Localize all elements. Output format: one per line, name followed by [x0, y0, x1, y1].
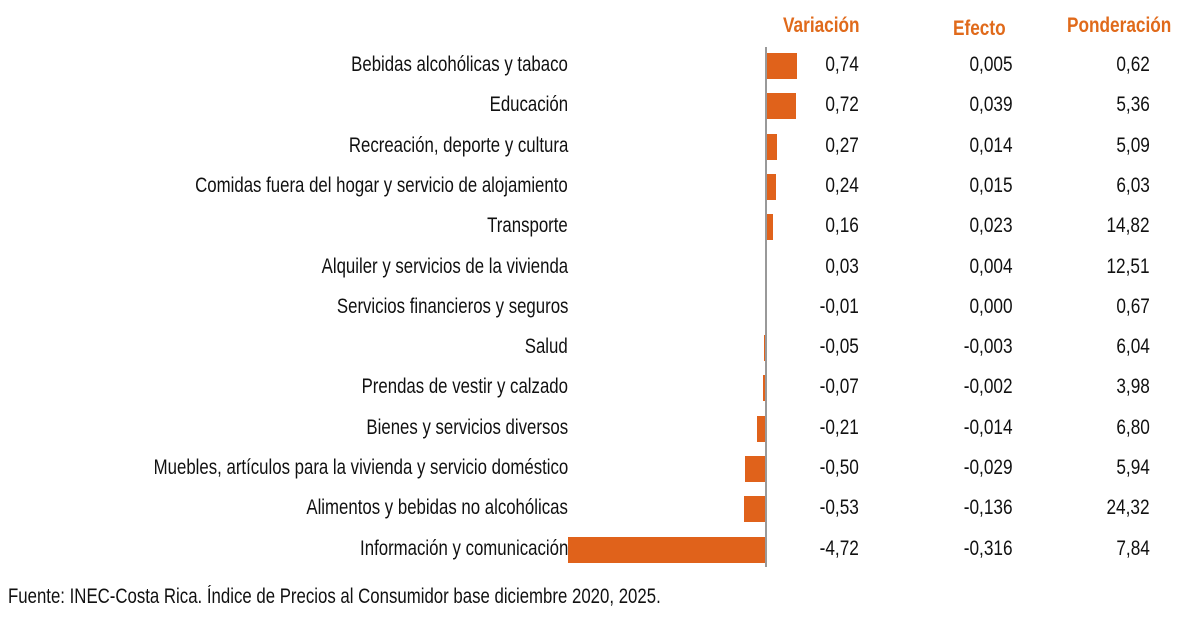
- efecto-value: 0,039: [969, 93, 1013, 117]
- category-label: Alimentos y bebidas no alcohólicas: [306, 496, 568, 520]
- ponderacion-value: 0,62: [1116, 53, 1150, 76]
- variacion-value: -0,05: [819, 335, 859, 359]
- efecto-value: -0,014: [964, 415, 1013, 439]
- efecto-value: 0,000: [969, 294, 1013, 318]
- category-label: Salud: [525, 335, 568, 359]
- efecto-value: -0,003: [964, 335, 1013, 359]
- efecto-value: 0,015: [969, 173, 1013, 197]
- category-label: Bienes y servicios diversos: [366, 415, 568, 439]
- category-label: Alquiler y servicios de la vivienda: [321, 254, 568, 278]
- table-row: Alquiler y servicios de la vivienda 0,03 0…: [0, 247, 1200, 287]
- variacion-value: -0,50: [819, 456, 859, 479]
- category-label: Servicios financieros y seguros: [336, 294, 568, 318]
- category-label: Muebles, artículos para la vivienda y se…: [153, 456, 568, 479]
- ponderacion-value: 3,98: [1116, 375, 1150, 399]
- efecto-value: 0,004: [969, 254, 1013, 278]
- header-variacion: Variación: [783, 14, 860, 37]
- table-row: Transporte 0,16 0,023 14,82: [0, 206, 1200, 246]
- variacion-value: -0,53: [819, 496, 859, 520]
- variacion-value: -0,07: [819, 375, 859, 399]
- bar: [766, 53, 798, 79]
- bar: [766, 93, 797, 120]
- bar: [763, 375, 766, 402]
- table-row: Alimentos y bebidas no alcohólicas -0,53 -…: [0, 488, 1200, 528]
- variacion-value: 0,72: [825, 93, 859, 117]
- category-label: Recreación, deporte y cultura: [348, 133, 568, 157]
- efecto-value: -0,029: [964, 456, 1013, 479]
- ponderacion-value: 6,04: [1116, 335, 1150, 359]
- category-label: Transporte: [487, 214, 568, 238]
- variacion-value: 0,03: [825, 254, 859, 278]
- bar: [766, 173, 777, 200]
- variacion-value: 0,16: [825, 214, 859, 238]
- ponderacion-value: 6,80: [1116, 415, 1150, 439]
- ponderacion-value: 7,84: [1116, 536, 1150, 560]
- variacion-value: -0,01: [819, 294, 859, 318]
- zero-axis: [765, 47, 767, 567]
- efecto-value: 0,005: [969, 53, 1013, 76]
- table-row: Educación 0,72 0,039 5,36: [0, 85, 1200, 125]
- category-label: Educación: [489, 93, 568, 117]
- variacion-value: -0,21: [819, 415, 859, 439]
- table-row: Servicios financieros y seguros -0,01 0,00…: [0, 287, 1200, 327]
- bar: [766, 214, 773, 241]
- table-row: Comidas fuera del hogar y servicio de al…: [0, 166, 1200, 206]
- ponderacion-value: 5,36: [1116, 93, 1150, 117]
- table-row: Muebles, artículos para la vivienda y se…: [0, 448, 1200, 488]
- efecto-value: -0,136: [964, 496, 1013, 520]
- bar: [757, 415, 766, 442]
- ponderacion-value: 5,94: [1116, 456, 1150, 479]
- header-ponderacion: Ponderación: [1067, 14, 1172, 37]
- category-label: Prendas de vestir y calzado: [361, 375, 568, 399]
- ponderacion-value: 12,51: [1106, 254, 1150, 278]
- efecto-value: 0,023: [969, 214, 1013, 238]
- variacion-value: 0,24: [825, 173, 859, 197]
- variacion-value: -4,72: [819, 536, 859, 560]
- table-row: Bebidas alcohólicas y tabaco 0,74 0,005 0,6…: [0, 45, 1200, 85]
- ponderacion-value: 0,67: [1116, 294, 1150, 318]
- bar: [763, 335, 766, 362]
- table-row: Bienes y servicios diversos -0,21 -0,014 6,…: [0, 408, 1200, 448]
- ponderacion-value: 6,03: [1116, 173, 1150, 197]
- efecto-value: -0,316: [964, 536, 1013, 560]
- efecto-value: -0,002: [964, 375, 1013, 399]
- bar: [745, 456, 766, 482]
- bar: [766, 133, 778, 160]
- table-row: Información y comunicación -4,72 -0,316 7,8…: [0, 529, 1200, 569]
- ponderacion-value: 24,32: [1106, 496, 1150, 520]
- efecto-value: 0,014: [969, 133, 1013, 157]
- ponderacion-value: 5,09: [1116, 133, 1150, 157]
- category-label: Bebidas alcohólicas y tabaco: [351, 53, 568, 76]
- bar: [567, 536, 766, 563]
- variacion-value: 0,74: [825, 53, 859, 76]
- category-label: Información y comunicación: [359, 536, 568, 560]
- header-efecto: Efecto: [953, 17, 1006, 40]
- source-note: Fuente: INEC-Costa Rica. Índice de Preci…: [8, 585, 661, 608]
- category-label: Comidas fuera del hogar y servicio de al…: [195, 173, 568, 197]
- bar: [743, 496, 766, 523]
- table-row: Recreación, deporte y cultura 0,27 0,014 5,…: [0, 126, 1200, 166]
- table-row: Prendas de vestir y calzado -0,07 -0,002 3,…: [0, 367, 1200, 407]
- table-row: Salud -0,05 -0,003 6,04: [0, 327, 1200, 367]
- ponderacion-value: 14,82: [1106, 214, 1150, 238]
- variacion-value: 0,27: [825, 133, 859, 157]
